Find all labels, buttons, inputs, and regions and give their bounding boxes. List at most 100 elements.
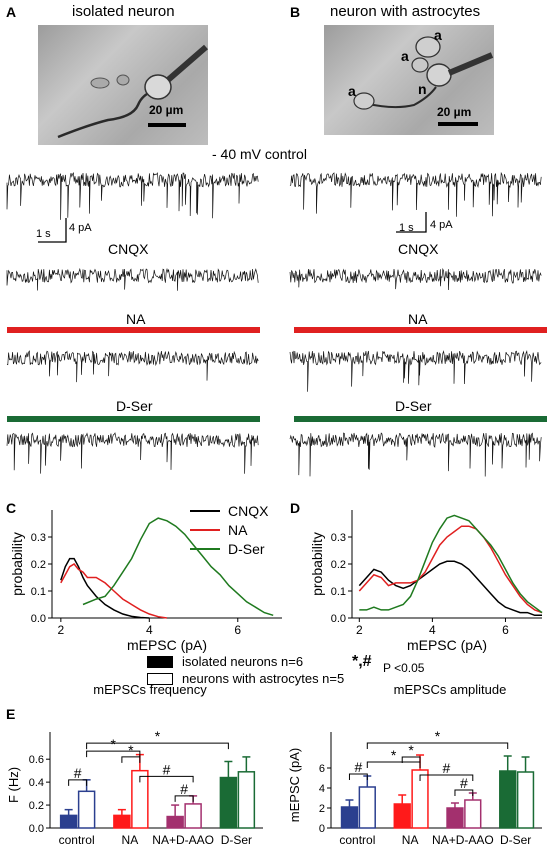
x-tick-label: 6 [234,623,241,637]
bar [113,814,131,829]
series-line-cnqx [60,557,150,619]
micrograph-neuron-with-astrocytes: 20 µm a a a n [324,25,494,135]
x-tick-label: 2 [58,623,65,637]
bar [464,799,482,829]
series-line-na [358,525,543,614]
significance-bracket [348,773,368,780]
category-label: NA+D-AAO [152,833,214,847]
bar [184,803,202,829]
holding-potential-label: - 40 mV control [212,146,307,162]
significance-text: P <0.05 [383,661,425,675]
bar [166,815,184,829]
legend-open-label: neurons with astrocytes n=5 [182,671,345,686]
significance-bracket [366,761,421,768]
series-line-d-ser [82,517,274,617]
significance-bracket [419,774,474,781]
y-tick-label: 0.6 [29,754,44,766]
significance-bracket [401,756,421,763]
chart-title: mEPSCs frequency [93,682,207,697]
significance-mark: # [163,761,171,777]
current-trace [6,172,259,220]
significance-mark: * [111,736,117,752]
cnqx-label-b: CNQX [398,241,439,257]
panel-label-d: D [290,500,301,516]
scalebar-trace-b [396,212,427,233]
bar-charts: mEPSCs frequency 0.0 0.2 0.4 0.6 F (Hz) contro… [6,682,542,847]
na-bar-a [7,327,260,333]
x-tick-label: 2 [356,623,363,637]
legend-c-swatches [190,510,220,550]
bar [499,770,517,829]
dser-label-b: D-Ser [395,398,432,414]
significance-mark: # [180,781,188,797]
na-label-b: NA [408,311,428,327]
dser-label-a: D-Ser [116,398,153,414]
category-label: NA [122,833,139,847]
panel-b-title: neuron with astrocytes [330,3,481,20]
x-tick-label: 4 [146,623,153,637]
significance-bracket [174,795,194,802]
category-label: NA+D-AAO [432,833,494,847]
significance-mark: * [435,728,441,744]
y-tick-label: 0.0 [31,613,46,625]
panel-label-c: C [6,500,17,516]
significance-symbols: *,# [352,653,372,670]
astrocyte-label: a [348,83,356,99]
significance-mark: * [128,742,134,758]
series-line-cnqx [358,560,542,617]
na-bar-b [294,327,547,333]
dser-bar-a [7,416,260,422]
legend-c-item: CNQX [228,503,269,519]
micrograph-isolated-neuron: 20 µm [38,25,208,145]
significance-bracket [454,789,474,796]
dser-bar-b [294,416,547,422]
y-tick-label: 0.2 [331,559,346,571]
panel-label-e: E [6,706,16,722]
x-axis-label: mEPSC (pA) [407,637,487,653]
series-line-na [60,563,168,619]
significance-mark: * [155,728,161,744]
astrocyte-label: a [434,27,442,43]
scalebar-trace-a [38,218,67,243]
significance-mark: * [408,742,414,758]
significance-bracket [139,775,194,783]
astrocyte-label: a [401,48,409,64]
panel-label-a: A [6,4,17,20]
distribution-charts: 0.0 0.1 0.2 0.3 2 4 6 mEPSC (pA) probability 0.0 0… [9,510,543,653]
series-line-d-ser [359,514,543,614]
significance-bracket [68,779,88,786]
y-tick-label: 0.4 [29,777,44,789]
y-axis-label: probability [309,532,325,596]
legend-open-swatch [147,673,173,685]
bar [131,769,149,829]
cnqx-label-a: CNQX [108,241,149,257]
bar [358,786,376,829]
legend-filled-swatch [147,656,173,668]
bar [516,771,535,829]
scale-time-a: 1 s [36,228,51,240]
current-trace [6,432,259,474]
y-tick-label: 0.0 [331,613,346,625]
scale-time-b: 1 s [399,222,414,234]
bar [219,776,238,829]
micrograph-b-drawing [353,36,494,126]
significance-mark: # [74,765,82,781]
legend-c-item: D-Ser [228,541,265,557]
x-tick-label: 4 [429,623,436,637]
scale-amp-a: 4 pA [69,222,92,234]
y-axis-label: F (Hz) [6,767,21,803]
electrophysiology-traces [6,171,542,477]
y-tick-label: 6 [319,763,325,775]
bar [237,771,256,829]
category-label: control [59,833,95,847]
legend-filled-label: isolated neurons n=6 [182,654,304,669]
y-tick-label: 4 [319,783,325,795]
y-tick-label: 0.1 [331,586,346,598]
bar [77,790,96,829]
significance-bracket [86,750,141,758]
significance-mark: # [354,759,362,775]
bar [393,803,411,829]
na-label-a: NA [126,311,146,327]
category-label: D-Ser [500,833,531,847]
panel-a-title: isolated neuron [72,3,175,20]
